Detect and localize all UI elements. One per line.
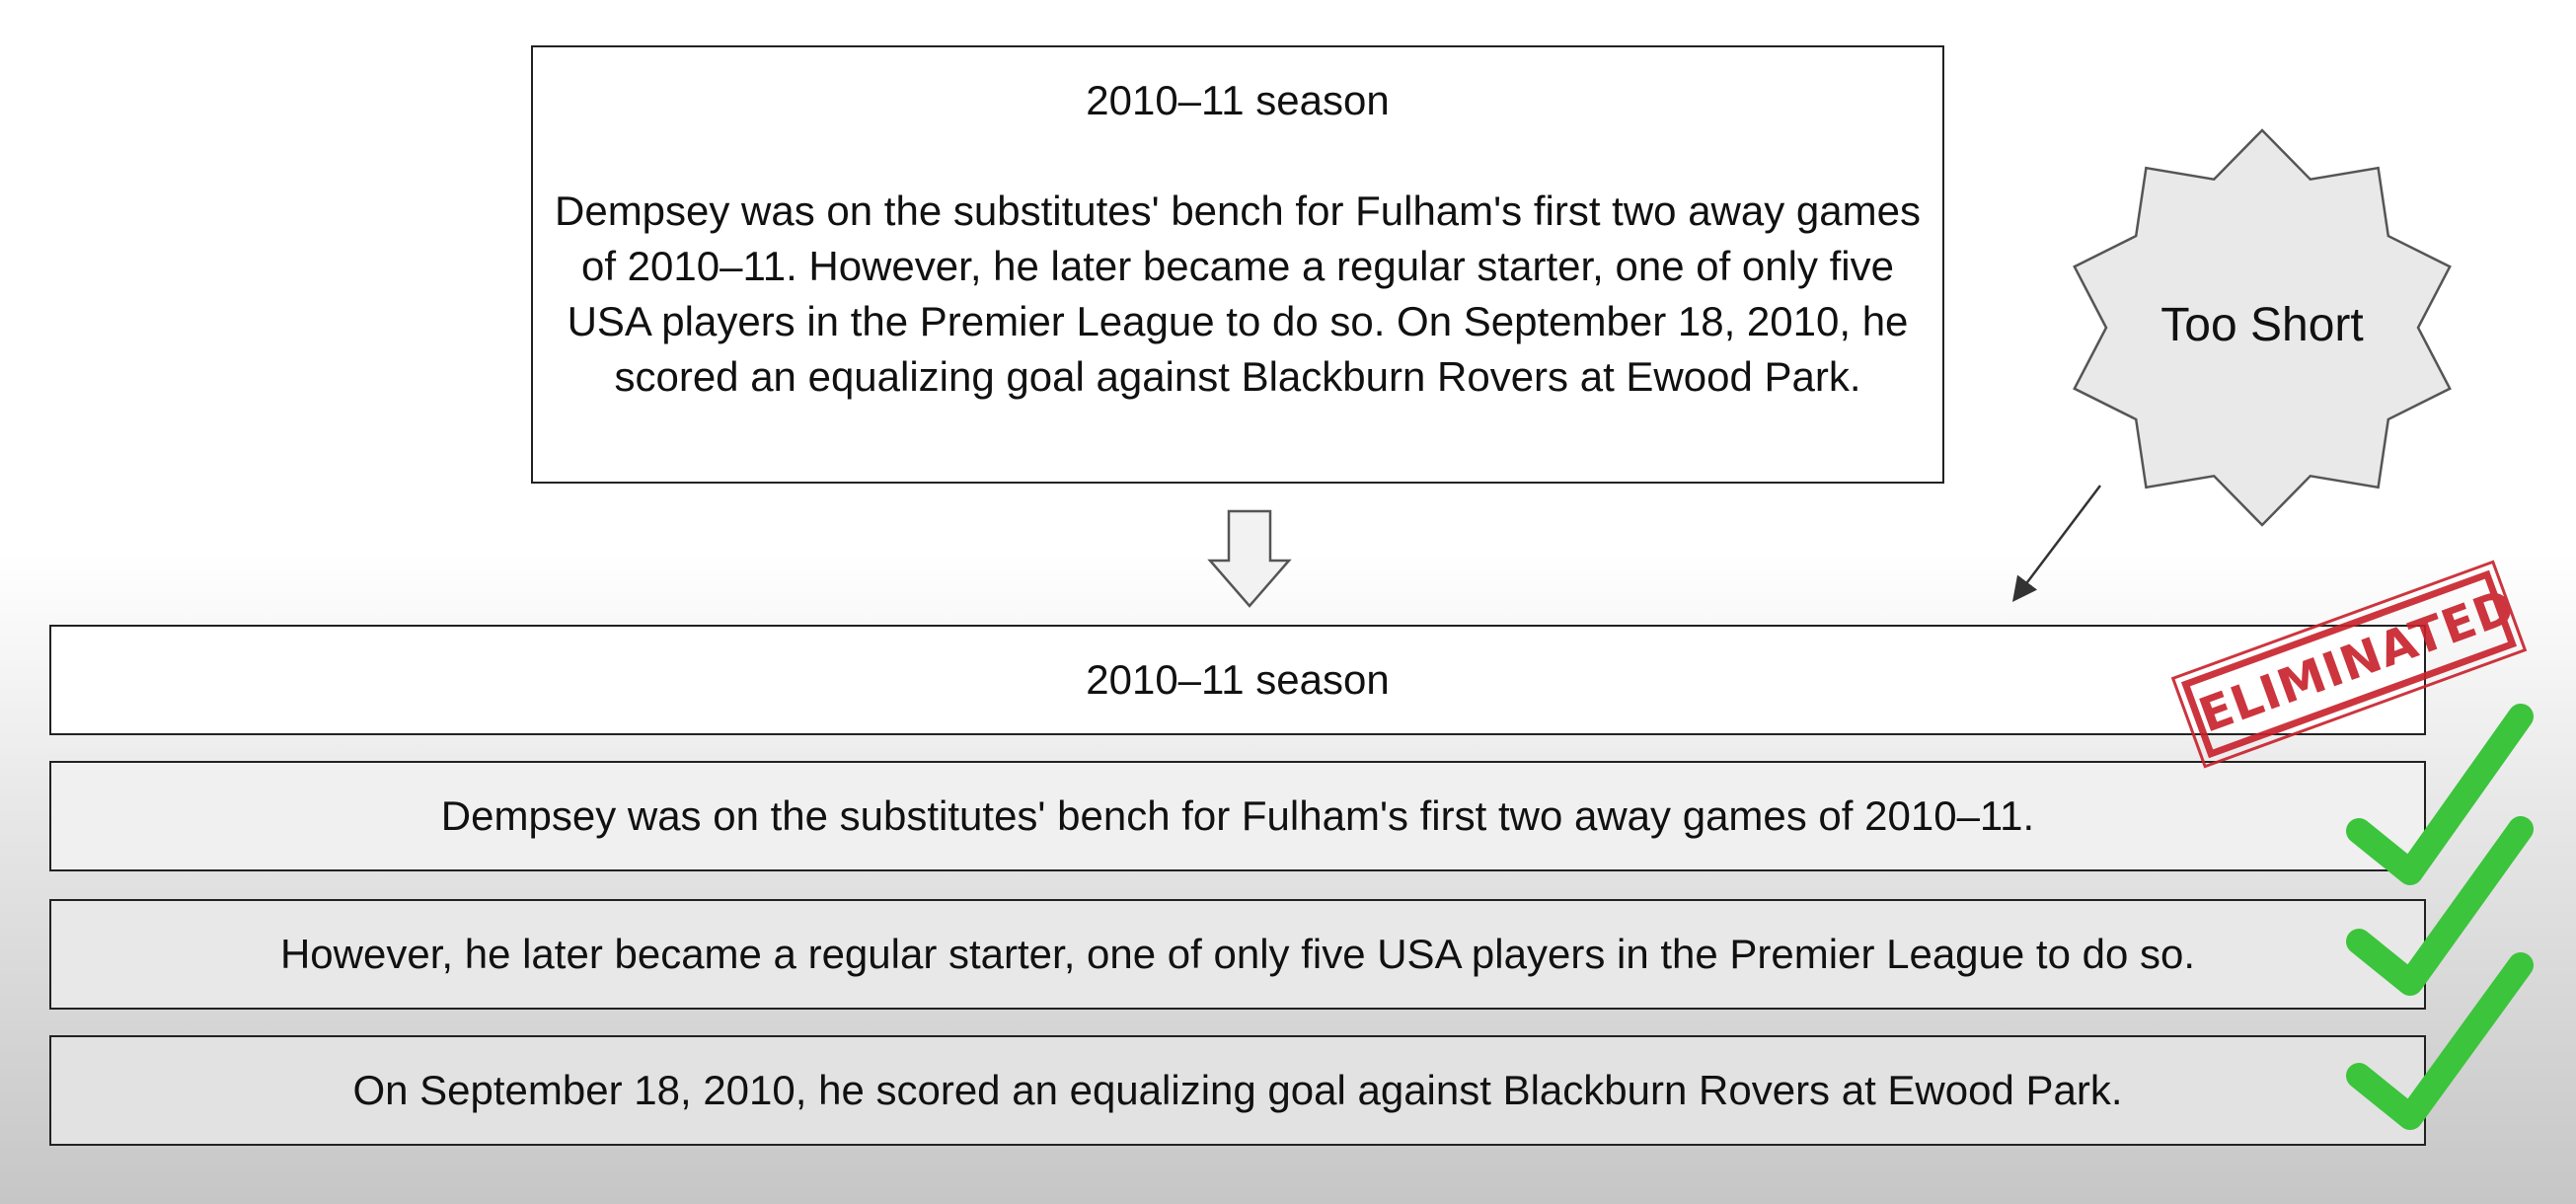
source-paragraph-box: 2010–11 season Dempsey was on the substi… <box>531 45 1944 484</box>
checkmark-icon <box>2346 816 2534 996</box>
split-row-sentence-1: Dempsey was on the substitutes' bench fo… <box>49 761 2426 871</box>
pointer-arrow-icon <box>2011 485 2101 602</box>
checkmark-icon <box>2346 952 2534 1130</box>
starburst-shape <box>2073 128 2452 527</box>
checkmark-icon <box>2346 704 2534 885</box>
down-arrow-icon <box>1207 509 1292 608</box>
source-title: 2010–11 season <box>1086 77 1390 123</box>
split-row-title: 2010–11 season <box>49 625 2426 735</box>
split-row-sentence-3: On September 18, 2010, he scored an equa… <box>49 1035 2426 1146</box>
too-short-label: Too Short <box>2160 299 2364 351</box>
source-body: Dempsey was on the substitutes' bench fo… <box>555 188 1921 400</box>
split-row-sentence-2: However, he later became a regular start… <box>49 899 2426 1010</box>
